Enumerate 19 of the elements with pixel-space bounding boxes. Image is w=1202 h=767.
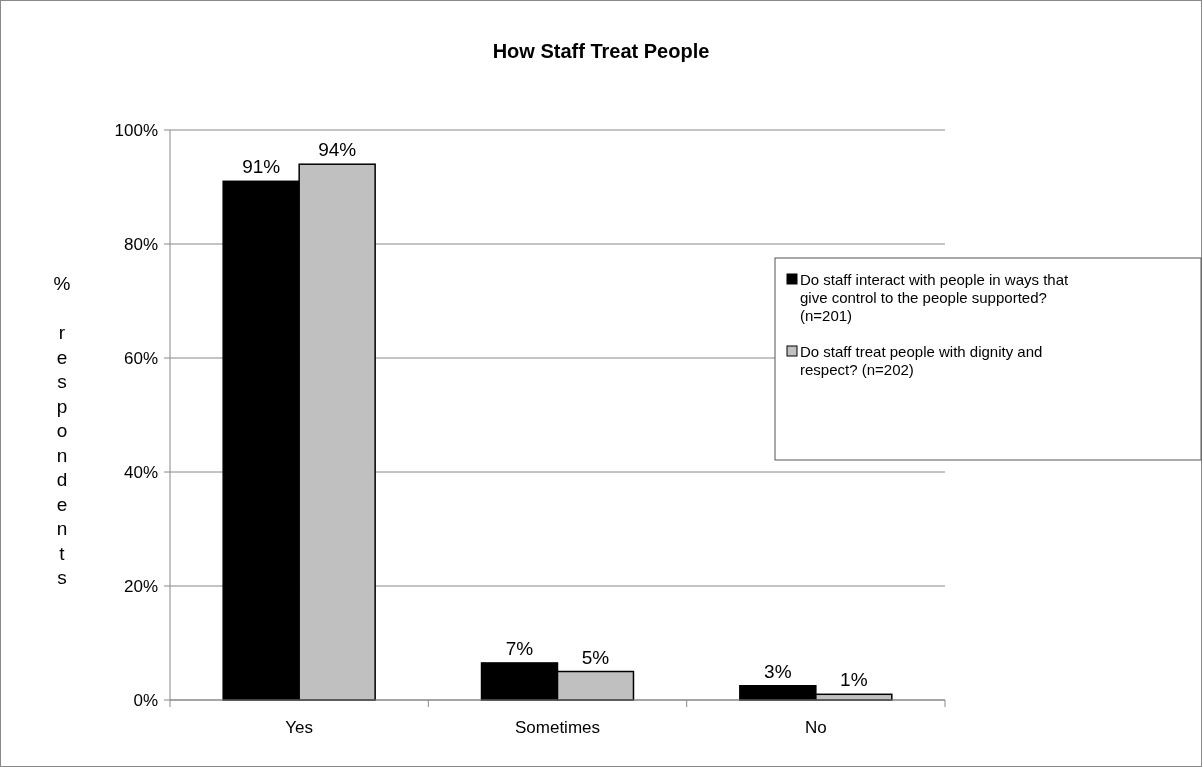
- x-tick-label: Yes: [285, 718, 314, 737]
- data-label: 7%: [505, 637, 534, 659]
- text: % respondents: [53, 273, 71, 588]
- x-tick-label: No: [804, 718, 827, 737]
- data-label: 94%: [318, 139, 357, 161]
- data-label: 3%: [764, 660, 792, 682]
- y-tick-label: 80%: [123, 234, 158, 254]
- y-tick-label: 100%: [114, 120, 158, 140]
- y-tick-label: 20%: [123, 576, 158, 596]
- y-tick-label: 40%: [123, 462, 158, 482]
- data-label: 91%: [242, 156, 281, 178]
- legend-label: Do staff treat people with dignity and respect? (n=202): [800, 343, 1043, 378]
- x-tick-label: Sometimes: [514, 718, 601, 737]
- legend-label: Do staff interact with people in ways that give control to the people supported? (n=201): [800, 271, 1070, 324]
- y-tick-label: 60%: [123, 348, 158, 368]
- y-tick-label: 0%: [133, 690, 158, 710]
- chart-title: How Staff Treat People: [492, 40, 710, 62]
- data-label: 5%: [581, 646, 610, 668]
- data-label: 1%: [840, 669, 868, 691]
